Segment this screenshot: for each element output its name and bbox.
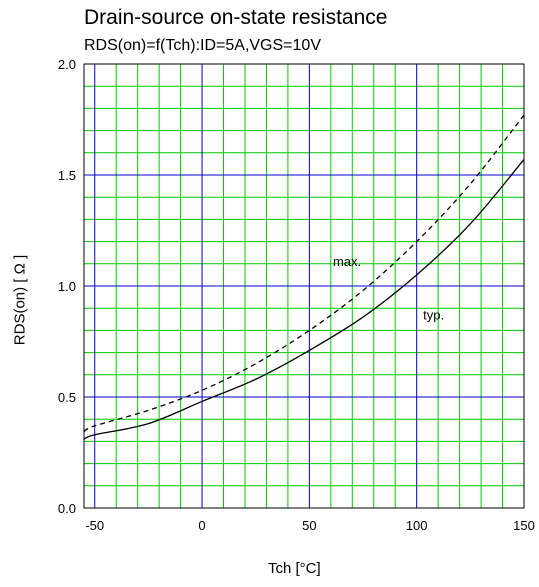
series-line-max [83, 114, 525, 432]
x-tick-label: 50 [302, 518, 316, 533]
chart-subtitle: RDS(on)=f(Tch):ID=5A,VGS=10V [84, 37, 321, 54]
y-tick-label: 1.0 [58, 279, 76, 294]
annotation-typ: typ. [423, 307, 444, 322]
y-tick-label: 0.5 [58, 390, 76, 405]
x-tick-label: -50 [85, 518, 104, 533]
series-line-typ [83, 159, 525, 440]
y-tick-label: 1.5 [58, 168, 76, 183]
x-tick-label: 100 [406, 518, 428, 533]
y-tick-label: 2.0 [58, 57, 76, 72]
annotation-max: max. [333, 254, 361, 269]
x-tick-label: 0 [198, 518, 205, 533]
x-axis-label: Tch [°C] [268, 560, 321, 577]
plot-frame [83, 63, 525, 509]
chart-title: Drain-source on-state resistance [84, 6, 388, 29]
x-tick-label: 150 [513, 518, 535, 533]
y-tick-label: 0.0 [58, 501, 76, 516]
